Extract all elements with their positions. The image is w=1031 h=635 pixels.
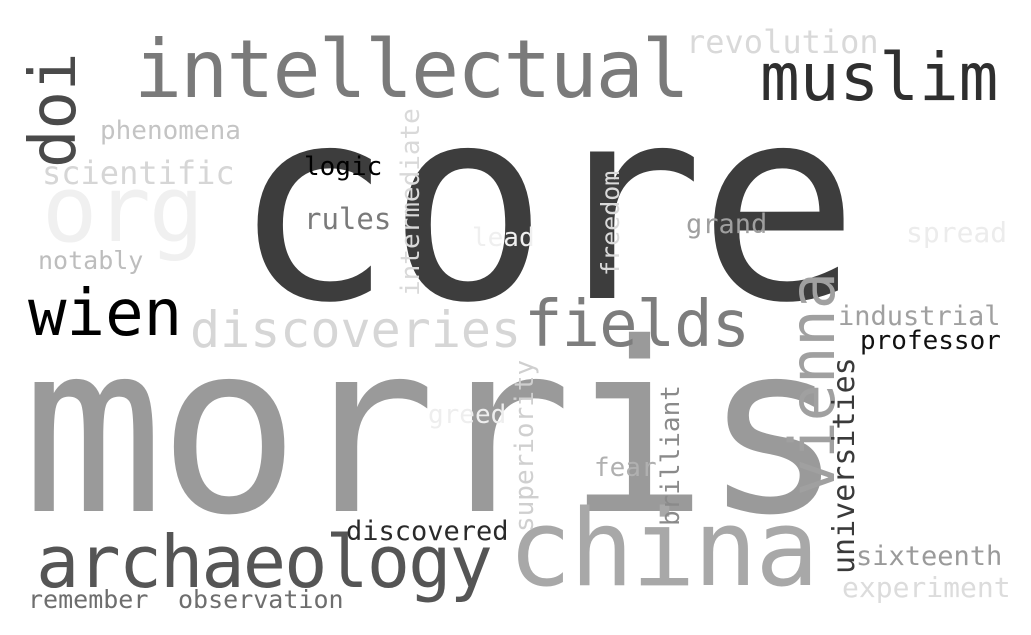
word-freedom: freedom bbox=[596, 170, 625, 276]
word-org: org bbox=[42, 156, 204, 263]
word-intellectual: intellectual bbox=[134, 23, 690, 116]
word-brilliant: brilliant bbox=[656, 385, 686, 526]
word-fields: fields bbox=[524, 288, 750, 362]
word-intermediate: intermediate bbox=[396, 108, 426, 296]
word-discoveries: discoveries bbox=[190, 301, 522, 359]
word-revolution: revolution bbox=[686, 23, 879, 61]
word-remember: remember bbox=[28, 585, 149, 614]
word-spread: spread bbox=[906, 216, 1008, 249]
word-logic: logic bbox=[304, 152, 383, 182]
word-fear: fear bbox=[594, 453, 657, 483]
word-sixteenth: sixteenth bbox=[856, 541, 1003, 572]
word-doi: doi bbox=[17, 52, 91, 168]
word-notably: notably bbox=[38, 246, 144, 275]
word-lead: lead bbox=[472, 223, 535, 253]
word-core: core bbox=[232, 50, 859, 362]
word-scientific: scientific bbox=[42, 154, 235, 192]
word-muslim: muslim bbox=[760, 39, 999, 116]
word-china: china bbox=[508, 487, 819, 610]
word-rules: rules bbox=[304, 202, 392, 236]
word-grand: grand bbox=[686, 209, 768, 240]
word-observation: observation bbox=[178, 585, 344, 614]
word-wien: wien bbox=[28, 277, 183, 351]
word-superiority: superiority bbox=[510, 359, 540, 532]
word-phenomena: phenomena bbox=[100, 116, 241, 146]
word-morris: morris bbox=[22, 292, 845, 567]
word-discovered: discovered bbox=[346, 516, 509, 547]
word-experiment: experiment bbox=[842, 571, 1011, 604]
word-greed: greed bbox=[428, 400, 507, 430]
word-archaeology: archaeology bbox=[36, 520, 493, 604]
word-industrial: industrial bbox=[838, 301, 1001, 332]
word-professor: professor bbox=[860, 326, 1001, 356]
